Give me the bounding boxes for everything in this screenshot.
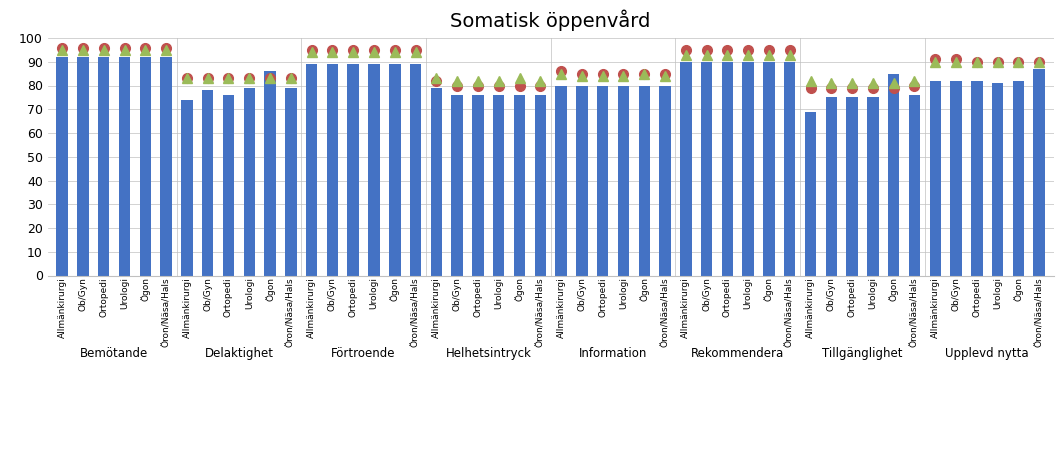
Bar xyxy=(826,97,837,276)
Bar xyxy=(617,86,629,276)
Bar xyxy=(98,57,109,276)
Bar xyxy=(265,71,275,276)
Bar xyxy=(597,86,608,276)
Bar xyxy=(930,81,941,276)
Bar xyxy=(514,95,525,276)
Bar xyxy=(410,64,421,276)
Bar xyxy=(119,57,130,276)
Bar xyxy=(555,86,567,276)
Bar xyxy=(369,64,380,276)
Bar xyxy=(244,88,255,276)
Bar xyxy=(846,97,858,276)
Text: Förtroende: Förtroende xyxy=(331,347,396,360)
Bar xyxy=(181,100,193,276)
Bar xyxy=(867,97,879,276)
Bar xyxy=(742,62,754,276)
Bar xyxy=(140,57,151,276)
Bar xyxy=(160,57,172,276)
Bar xyxy=(887,74,899,276)
Bar xyxy=(1034,69,1045,276)
Bar xyxy=(639,86,650,276)
Bar xyxy=(327,64,338,276)
Bar xyxy=(576,86,588,276)
Text: Rekommendera: Rekommendera xyxy=(692,347,785,360)
Bar xyxy=(472,95,484,276)
Bar xyxy=(950,81,962,276)
Bar xyxy=(660,86,670,276)
Bar xyxy=(222,95,234,276)
Bar xyxy=(992,83,1003,276)
Bar xyxy=(493,95,504,276)
Text: Helhetsintryck: Helhetsintryck xyxy=(446,347,532,360)
Bar xyxy=(431,88,442,276)
Text: Bemötande: Bemötande xyxy=(80,347,148,360)
Bar xyxy=(680,62,692,276)
Bar xyxy=(721,62,733,276)
Text: Delaktighet: Delaktighet xyxy=(204,347,273,360)
Bar xyxy=(784,62,795,276)
Bar xyxy=(202,90,214,276)
Bar xyxy=(535,95,546,276)
Bar xyxy=(56,57,68,276)
Text: Information: Information xyxy=(579,347,647,360)
Bar xyxy=(306,64,318,276)
Bar xyxy=(1012,81,1024,276)
Text: Upplevd nytta: Upplevd nytta xyxy=(946,347,1029,360)
Bar xyxy=(909,95,920,276)
Bar xyxy=(347,64,359,276)
Bar xyxy=(285,88,297,276)
Bar xyxy=(77,57,89,276)
Title: Somatisk öppenvård: Somatisk öppenvård xyxy=(450,10,651,31)
Bar xyxy=(764,62,774,276)
Bar xyxy=(389,64,400,276)
Bar xyxy=(805,112,816,276)
Text: Tillgänglighet: Tillgänglighet xyxy=(822,347,902,360)
Bar xyxy=(451,95,463,276)
Bar xyxy=(971,81,983,276)
Bar xyxy=(701,62,713,276)
